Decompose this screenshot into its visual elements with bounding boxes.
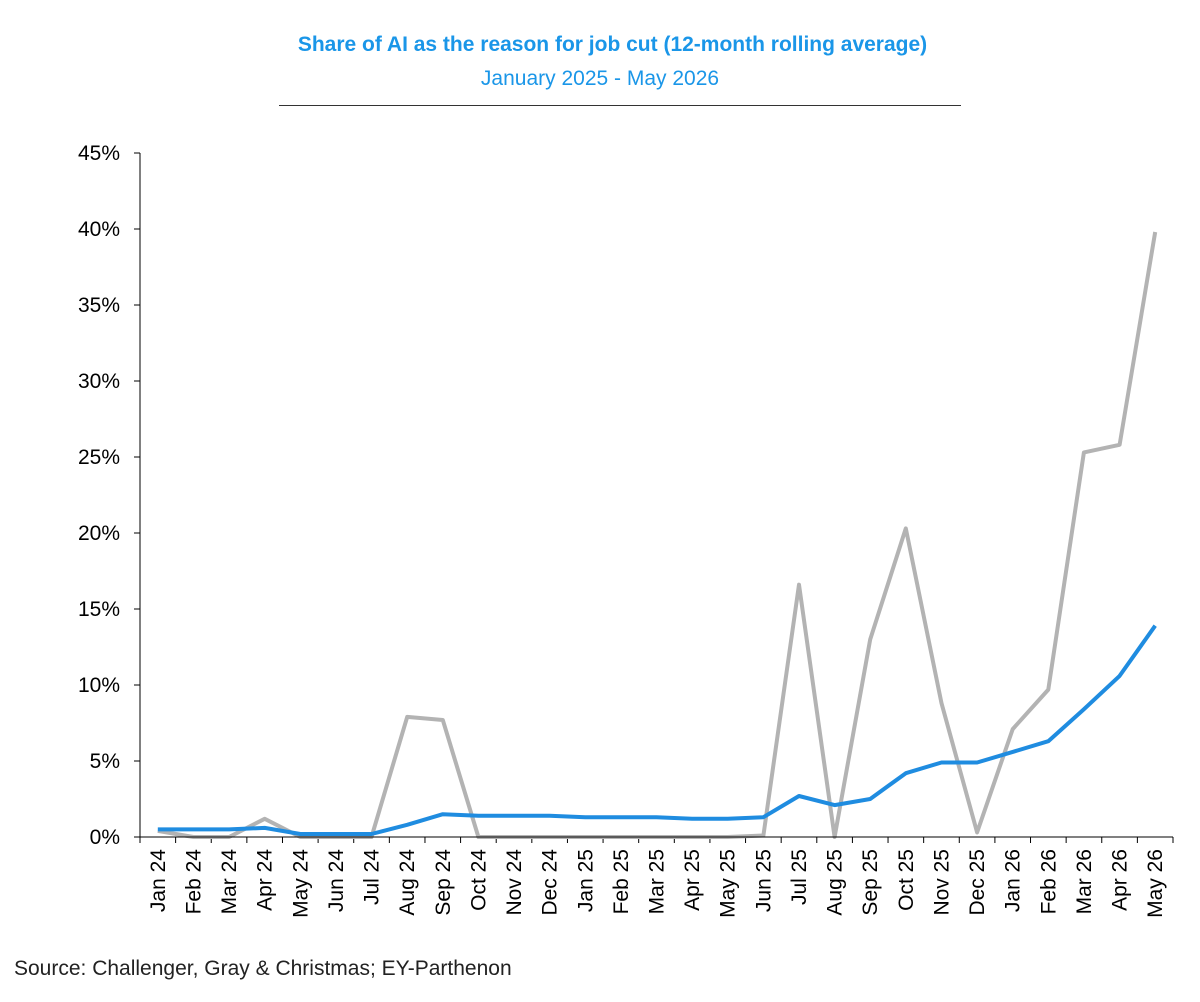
x-tick-label: Jun 24: [325, 849, 348, 912]
x-tick-label: Aug 24: [396, 849, 419, 916]
y-tick-label: 45%: [78, 142, 120, 165]
series-line-1: [157, 624, 1157, 836]
y-tick-label: 35%: [78, 294, 120, 317]
x-tick-label: Jul 24: [361, 849, 384, 905]
x-tick-label: May 24: [289, 849, 312, 918]
y-tick-label: 15%: [78, 598, 120, 621]
x-tick-label: Oct 24: [467, 849, 490, 911]
series-line-2: [157, 231, 1158, 839]
x-tick-label: Mar 25: [646, 849, 669, 914]
x-tick-label: Dec 25: [966, 849, 989, 916]
series-lines: [157, 231, 1158, 839]
y-axis-ticks: 0% 5% 10% 15% 20% 25% 30% 35% 40% 45%: [78, 142, 140, 849]
y-tick-label: 10%: [78, 674, 120, 697]
x-tick-label: Mar 26: [1073, 849, 1096, 914]
x-tick-label: Jun 25: [752, 849, 775, 912]
x-tick-label: Dec 24: [539, 849, 562, 916]
x-tick-label: Feb 25: [610, 849, 633, 914]
chart-subtitle: January 2025 - May 2026: [480, 67, 720, 90]
x-tick-label: Apr 26: [1109, 849, 1132, 911]
x-tick-label: Sep 24: [432, 849, 455, 916]
source-note: Source: Challenger, Gray & Christmas; EY…: [14, 957, 512, 980]
y-tick-label: 25%: [78, 446, 120, 469]
chart-title: Share of AI as the reason for job cut (1…: [297, 33, 928, 56]
y-tick-label: 40%: [78, 218, 120, 241]
x-axis-ticks: Jan 24 Feb 24 Mar 24 Apr 24 May 24 Jun 24 Jul …: [139, 837, 1174, 918]
x-tick-label: Nov 25: [930, 849, 953, 916]
x-tick-label: Aug 25: [824, 849, 847, 916]
x-tick-label: Apr 25: [681, 849, 704, 911]
y-tick-label: 20%: [78, 522, 120, 545]
x-tick-label: Oct 25: [895, 849, 918, 911]
x-tick-label: Jan 24: [147, 849, 170, 912]
x-tick-label: May 26: [1144, 849, 1167, 918]
x-tick-label: Feb 24: [182, 849, 205, 915]
x-tick-label: Mar 24: [218, 849, 241, 915]
y-tick-label: 30%: [78, 370, 120, 393]
x-tick-label: Sep 25: [859, 849, 882, 916]
x-tick-label: Nov 24: [503, 849, 526, 916]
x-tick-label: Jul 25: [788, 849, 811, 905]
x-tick-label: Jan 26: [1002, 849, 1025, 912]
title-divider: [279, 105, 961, 106]
y-tick-label: 0%: [90, 826, 120, 849]
x-tick-label: Jan 25: [574, 849, 597, 912]
x-tick-label: Feb 26: [1037, 849, 1060, 914]
y-tick-label: 5%: [90, 750, 120, 773]
x-tick-label: Apr 24: [254, 849, 277, 911]
x-tick-label: May 25: [717, 849, 740, 918]
